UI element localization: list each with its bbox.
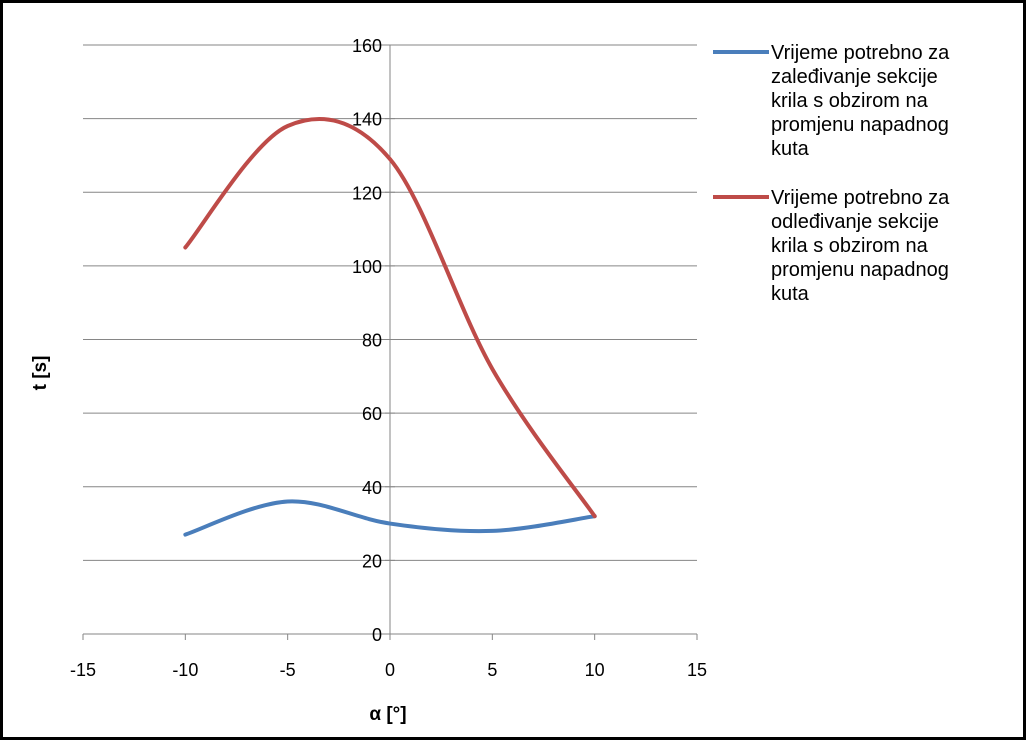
x-tick-label: 5 xyxy=(487,660,497,680)
legend-label-1: krila s obzirom na xyxy=(771,90,929,112)
y-axis-title: t [s] xyxy=(30,356,51,391)
y-tick-label: 160 xyxy=(352,36,382,56)
x-tick-label: 15 xyxy=(687,660,707,680)
x-tick-label: -5 xyxy=(280,660,296,680)
series-line-1 xyxy=(183,499,597,537)
legend-label-2: Vrijeme potrebno za xyxy=(771,187,950,209)
series-line-2 xyxy=(183,117,597,519)
x-tick-label: 0 xyxy=(385,660,395,680)
x-tick-label: 10 xyxy=(585,660,605,680)
tick-labels: 0 20 40 60 80 100 120 140 160 -15 -10 -5 0 5 10 15 xyxy=(70,36,707,680)
y-tick-label: 20 xyxy=(362,551,382,571)
legend-label-1: promjenu napadnog xyxy=(771,114,949,136)
y-tick-label: 140 xyxy=(352,110,382,130)
y-tick-label: 0 xyxy=(372,625,382,645)
legend-label-2: odleđivanje sekcije xyxy=(771,211,939,233)
x-tick-label: -15 xyxy=(70,660,96,680)
y-tick-label: 120 xyxy=(352,183,382,203)
y-tick-label: 40 xyxy=(362,478,382,498)
y-tick-label: 60 xyxy=(362,404,382,424)
series-lines xyxy=(183,117,597,537)
y-tick-label: 80 xyxy=(362,331,382,351)
legend-label-2: krila s obzirom na xyxy=(771,235,929,257)
legend-label-2: promjenu napadnog xyxy=(771,259,949,281)
legend-label-1: kuta xyxy=(771,138,810,160)
y-tick-label: 100 xyxy=(352,257,382,277)
legend-label-1: zaleđivanje sekcije xyxy=(771,66,938,88)
axes xyxy=(82,44,698,640)
x-tick-label: -10 xyxy=(172,660,198,680)
legend-label-2: kuta xyxy=(771,283,810,305)
legend-label-1: Vrijeme potrebno za xyxy=(771,42,950,64)
x-axis-title: α [°] xyxy=(369,704,406,725)
line-chart: 0 20 40 60 80 100 120 140 160 -15 -10 -5 0 5 10 15 α [°… xyxy=(30,36,950,725)
